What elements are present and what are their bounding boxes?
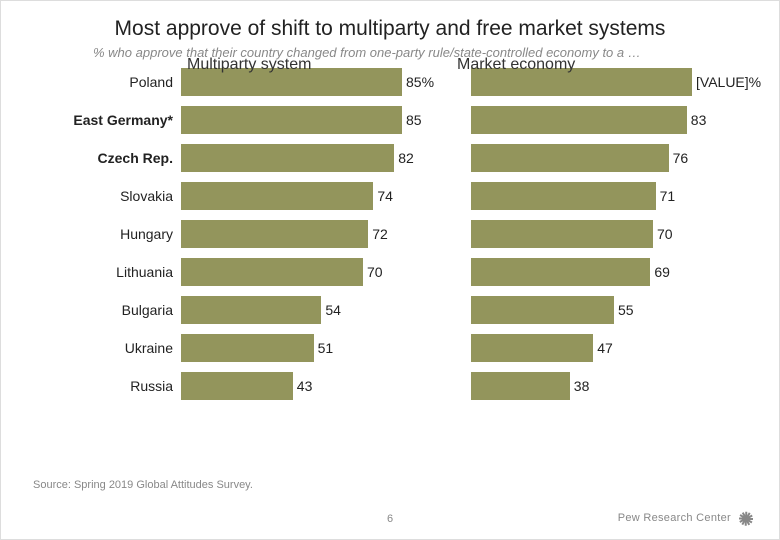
bar-multiparty <box>181 372 293 400</box>
row-label: Bulgaria <box>49 302 181 318</box>
bars-area: 43 38 <box>181 367 779 405</box>
bar-value-right: 69 <box>654 264 670 280</box>
row-label: Russia <box>49 378 181 394</box>
bars-area: 74 71 <box>181 177 779 215</box>
bar-multiparty <box>181 334 314 362</box>
bar-value-right: 38 <box>574 378 590 394</box>
bar-value-right: 70 <box>657 226 673 242</box>
row-label: Poland <box>49 74 181 90</box>
bar-value-left: 74 <box>377 188 393 204</box>
bar-market <box>471 106 687 134</box>
bar-value-right: 55 <box>618 302 634 318</box>
chart-row: East Germany* 85 83 <box>49 101 779 139</box>
row-label: East Germany* <box>49 112 181 128</box>
bar-value-left: 82 <box>398 150 414 166</box>
bar-chart: Multiparty system Market economy Poland8… <box>1 63 779 405</box>
bar-market <box>471 144 669 172</box>
bar-multiparty <box>181 220 368 248</box>
bar-value-left: 85 <box>406 112 422 128</box>
page-number: 6 <box>387 513 393 525</box>
bar-multiparty <box>181 106 402 134</box>
bars-area: 54 55 <box>181 291 779 329</box>
bars-area: 82 76 <box>181 139 779 177</box>
bar-multiparty <box>181 296 321 324</box>
bar-market <box>471 258 650 286</box>
bar-value-right: 83 <box>691 112 707 128</box>
bar-value-left: 70 <box>367 264 383 280</box>
bar-market <box>471 220 653 248</box>
subtitle: % who approve that their country changed… <box>1 41 779 61</box>
column-header-right: Market economy <box>457 57 575 74</box>
row-label: Hungary <box>49 226 181 242</box>
bar-market <box>471 182 656 210</box>
chart-row: Russia 43 38 <box>49 367 779 405</box>
chart-row: Hungary 72 70 <box>49 215 779 253</box>
source-note: Source: Spring 2019 Global Attitudes Sur… <box>33 479 253 491</box>
bar-value-right: 76 <box>673 150 689 166</box>
bar-value-left: 54 <box>325 302 341 318</box>
bar-market <box>471 296 614 324</box>
page-title: Most approve of shift to multiparty and … <box>1 1 779 41</box>
chart-row: Slovakia 74 71 <box>49 177 779 215</box>
chart-row: Lithuania 70 69 <box>49 253 779 291</box>
chart-row: Ukraine 51 47 <box>49 329 779 367</box>
bars-area: 51 47 <box>181 329 779 367</box>
column-header-left: Multiparty system <box>187 57 311 74</box>
bar-multiparty <box>181 144 394 172</box>
bar-value-left: 43 <box>297 378 313 394</box>
bar-multiparty <box>181 182 373 210</box>
bar-market <box>471 334 593 362</box>
logo-text: Pew Research Center <box>618 512 731 524</box>
bar-value-right: 71 <box>660 188 676 204</box>
chart-row: Czech Rep. 82 76 <box>49 139 779 177</box>
bar-value-left: 85% <box>406 74 434 90</box>
chart-row: Poland 85% [VALUE]% <box>49 63 779 101</box>
chart-row: Bulgaria 54 55 <box>49 291 779 329</box>
bar-value-right: 47 <box>597 340 613 356</box>
bars-area: 85 83 <box>181 101 779 139</box>
row-label: Ukraine <box>49 340 181 356</box>
row-label: Slovakia <box>49 188 181 204</box>
bars-area: 70 69 <box>181 253 779 291</box>
bars-area: 72 70 <box>181 215 779 253</box>
bar-value-right: [VALUE]% <box>696 74 761 90</box>
row-label: Lithuania <box>49 264 181 280</box>
bar-value-left: 72 <box>372 226 388 242</box>
bar-market <box>471 372 570 400</box>
bar-value-left: 51 <box>318 340 334 356</box>
bar-multiparty <box>181 258 363 286</box>
sunburst-icon <box>737 509 755 527</box>
pew-logo: Pew Research Center <box>618 509 755 527</box>
row-label: Czech Rep. <box>49 150 181 166</box>
